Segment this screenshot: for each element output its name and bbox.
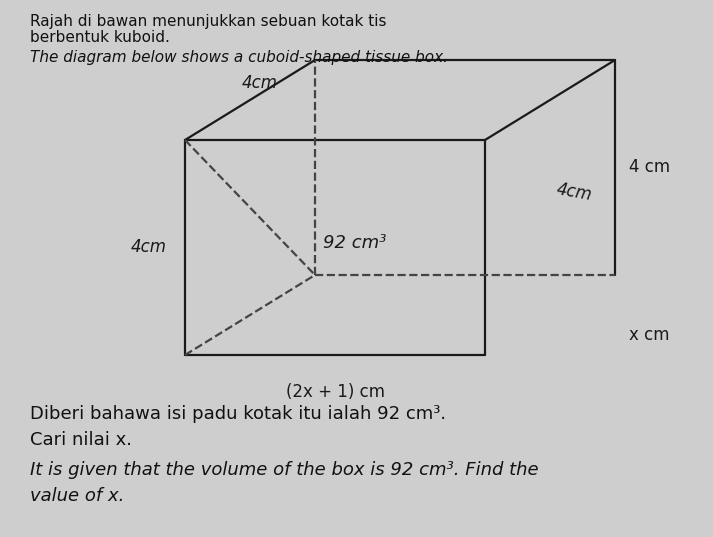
Text: The diagram below shows a cuboid-shaped tissue box.: The diagram below shows a cuboid-shaped … [30,50,448,65]
Text: 4cm: 4cm [131,238,167,257]
Text: (2x + 1) cm: (2x + 1) cm [285,383,384,401]
Text: It is given that the volume of the box is 92 cm³. Find the: It is given that the volume of the box i… [30,461,538,479]
Text: x cm: x cm [629,326,670,344]
Text: 4 cm: 4 cm [629,158,670,177]
Text: Cari nilai x.: Cari nilai x. [30,431,132,449]
Text: 4cm: 4cm [242,74,278,92]
Text: Diberi bahawa isi padu kotak itu ialah 92 cm³.: Diberi bahawa isi padu kotak itu ialah 9… [30,405,446,423]
Text: 92 cm³: 92 cm³ [323,234,386,251]
Text: Rajah di bawan menunjukkan sebuan kotak tis: Rajah di bawan menunjukkan sebuan kotak … [30,14,386,29]
Text: value of x.: value of x. [30,487,124,505]
Text: 4cm: 4cm [555,180,594,205]
Text: berbentuk kuboid.: berbentuk kuboid. [30,30,170,45]
